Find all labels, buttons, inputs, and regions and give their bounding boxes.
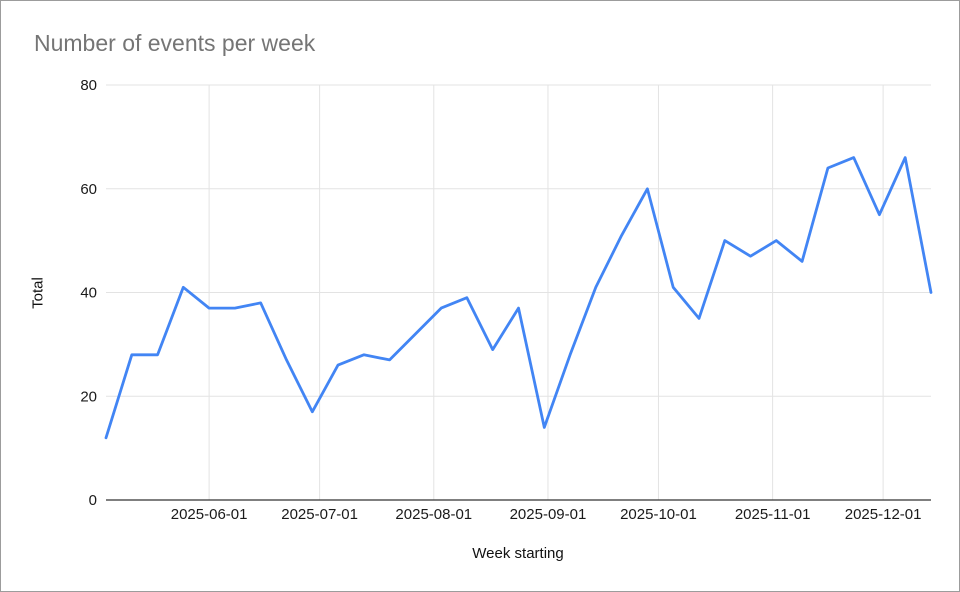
y-axis-title: Total xyxy=(29,277,47,309)
x-tick-label: 2025-07-01 xyxy=(281,506,358,523)
y-tick-label: 60 xyxy=(80,181,97,198)
x-tick-label: 2025-12-01 xyxy=(845,506,922,523)
y-tick-label: 20 xyxy=(80,388,97,405)
x-axis-title: Week starting xyxy=(472,545,564,562)
y-tick-label: 40 xyxy=(80,285,97,302)
series-line-total xyxy=(104,156,933,440)
x-tick-label: 2025-09-01 xyxy=(510,506,587,523)
x-tick-label: 2025-10-01 xyxy=(620,506,697,523)
y-tick-label: 0 xyxy=(89,492,97,509)
x-tick-labels: 2025-06-01 2025-07-01 2025-08-01 2025-09-01… xyxy=(171,506,922,523)
gridlines xyxy=(106,84,931,500)
y-tick-labels: 0 20 40 60 80 xyxy=(80,77,97,509)
chart-title: Number of events per week xyxy=(34,30,316,56)
x-tick-label: 2025-08-01 xyxy=(395,506,472,523)
x-tick-label: 2025-11-01 xyxy=(735,506,811,523)
x-tick-label: 2025-06-01 xyxy=(171,506,248,523)
y-tick-label: 80 xyxy=(80,77,97,94)
